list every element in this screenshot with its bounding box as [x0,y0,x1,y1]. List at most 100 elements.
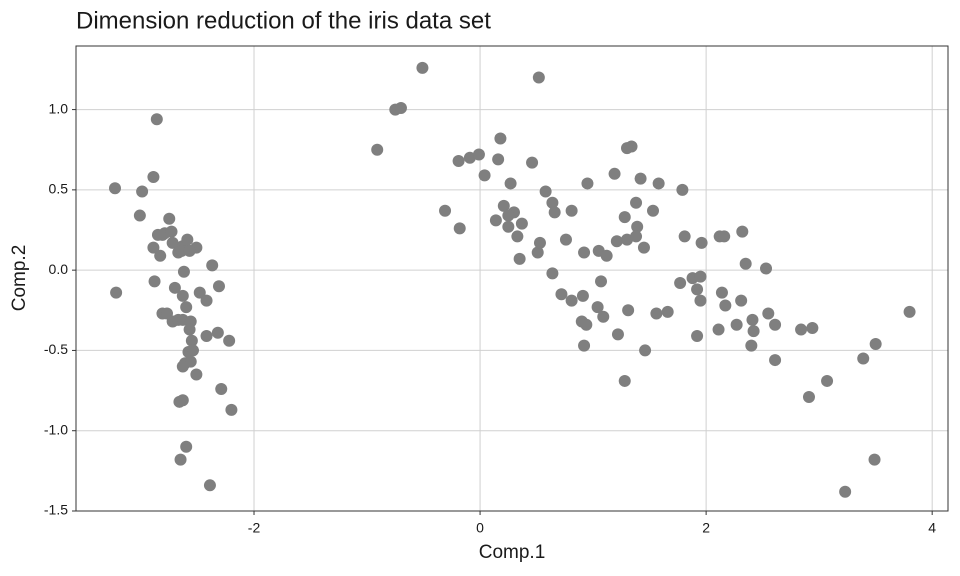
point [439,204,452,217]
point [618,374,631,387]
point [206,259,219,272]
point [762,307,775,320]
point [802,390,815,403]
point [200,329,213,342]
point [621,142,634,155]
y-tick-label: -1.5 [44,502,68,518]
point [559,233,572,246]
point [186,344,199,357]
point [546,267,559,280]
point [215,382,228,395]
point [650,307,663,320]
point [453,222,466,235]
point [718,230,731,243]
point [652,177,665,190]
plot-border [75,45,949,512]
y-axis-label: Comp.2 [9,245,30,312]
point [678,230,691,243]
point [806,321,819,334]
x-tick-label: 2 [702,520,710,536]
point [580,318,593,331]
x-axis-label: Comp.1 [479,542,546,563]
point [504,177,517,190]
point [661,305,674,318]
point [621,233,634,246]
point [183,323,196,336]
y-tick-label: -1.0 [44,421,68,437]
point [185,334,198,347]
point [494,132,507,145]
point [110,286,123,299]
point [180,301,193,314]
point [760,262,773,275]
point [769,354,782,367]
point [821,374,834,387]
point [183,244,196,257]
point [180,440,193,453]
point [181,233,194,246]
point [136,185,149,198]
point [225,403,238,416]
point [634,172,647,185]
point [694,294,707,307]
point [591,301,604,314]
point [565,204,578,217]
point [611,328,624,341]
point [555,288,568,301]
point [539,185,552,198]
point [472,148,485,161]
point [173,395,186,408]
point [452,154,465,167]
point [200,294,213,307]
point [631,220,644,233]
point [712,323,725,336]
point [193,286,206,299]
point [211,326,224,339]
point [903,305,916,318]
x-tick-label: 0 [476,520,484,536]
point [857,352,870,365]
point [502,220,515,233]
point [736,225,749,238]
point [647,204,660,217]
y-tick-label: 0.0 [49,261,69,277]
x-tick-label: 4 [928,520,936,536]
point [548,206,561,219]
point [869,338,882,351]
point [394,101,407,114]
point [212,280,225,293]
x-tick-label: -2 [248,520,261,536]
point [492,153,505,166]
point [674,276,687,289]
point [597,310,610,323]
point [203,479,216,492]
point [719,299,732,312]
point [371,143,384,156]
point [148,275,161,288]
point [730,318,743,331]
point [676,183,689,196]
point [618,211,631,224]
point [694,270,707,283]
point [715,286,728,299]
y-tick-label: 0.5 [49,181,69,197]
point [747,325,760,338]
point [600,249,613,262]
point [489,214,502,227]
point [513,252,526,265]
point [416,61,429,74]
point [163,212,176,225]
point [769,318,782,331]
point [739,257,752,270]
point [176,360,189,373]
point [463,151,476,164]
point [497,199,510,212]
point [154,249,167,262]
point [868,453,881,466]
point [176,289,189,302]
point [691,283,704,296]
point [576,289,589,302]
point [622,304,635,317]
